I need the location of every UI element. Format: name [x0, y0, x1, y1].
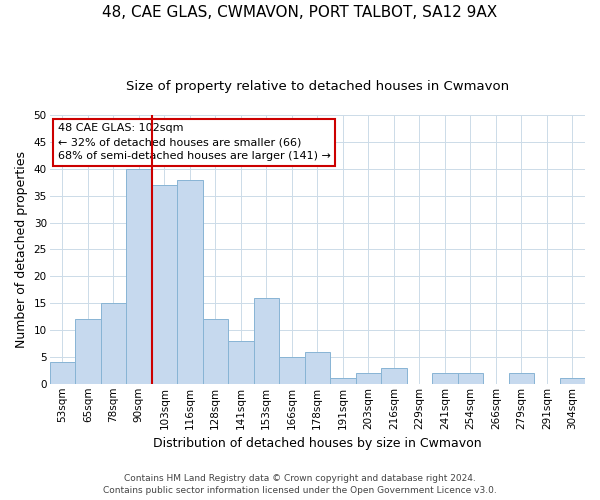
Bar	[152, 185, 177, 384]
Bar	[75, 320, 101, 384]
Bar	[126, 169, 152, 384]
Bar	[177, 180, 203, 384]
Bar	[279, 357, 305, 384]
Text: 48 CAE GLAS: 102sqm
← 32% of detached houses are smaller (66)
68% of semi-detach: 48 CAE GLAS: 102sqm ← 32% of detached ho…	[58, 123, 331, 161]
Bar	[330, 378, 356, 384]
Text: 48, CAE GLAS, CWMAVON, PORT TALBOT, SA12 9AX: 48, CAE GLAS, CWMAVON, PORT TALBOT, SA12…	[103, 5, 497, 20]
Bar	[432, 373, 458, 384]
Bar	[458, 373, 483, 384]
Bar	[305, 352, 330, 384]
Bar	[254, 298, 279, 384]
Bar	[509, 373, 534, 384]
Bar	[560, 378, 585, 384]
Bar	[356, 373, 381, 384]
Bar	[101, 303, 126, 384]
X-axis label: Distribution of detached houses by size in Cwmavon: Distribution of detached houses by size …	[153, 437, 482, 450]
Bar	[50, 362, 75, 384]
Bar	[228, 341, 254, 384]
Y-axis label: Number of detached properties: Number of detached properties	[15, 151, 28, 348]
Bar	[203, 320, 228, 384]
Bar	[381, 368, 407, 384]
Text: Contains HM Land Registry data © Crown copyright and database right 2024.
Contai: Contains HM Land Registry data © Crown c…	[103, 474, 497, 495]
Title: Size of property relative to detached houses in Cwmavon: Size of property relative to detached ho…	[126, 80, 509, 93]
